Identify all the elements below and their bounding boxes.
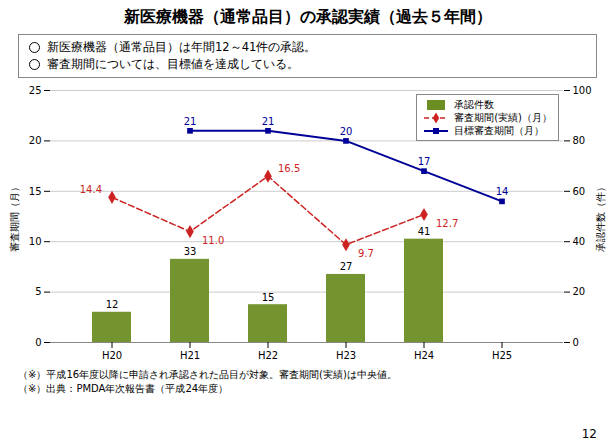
svg-text:5: 5 — [35, 286, 41, 297]
svg-text:41: 41 — [418, 226, 431, 237]
svg-text:H25: H25 — [492, 350, 512, 361]
svg-text:15: 15 — [262, 292, 275, 303]
svg-text:21: 21 — [184, 116, 197, 127]
svg-text:80: 80 — [573, 135, 586, 146]
svg-text:14: 14 — [496, 186, 509, 197]
html-text:審査期間については、目標値を達成している。: 審査期間については、目標値を達成している。 — [47, 57, 299, 71]
svg-text:11.0: 11.0 — [202, 235, 224, 246]
svg-text:20: 20 — [29, 135, 42, 146]
svg-text:25: 25 — [29, 85, 42, 96]
html-text:審査期間(実績)（月）: 審査期間(実績)（月） — [454, 112, 552, 123]
html-text:目標審査期間（月）: 目標審査期間（月） — [454, 125, 545, 136]
svg-text:60: 60 — [573, 186, 586, 197]
svg-text:H22: H22 — [258, 350, 278, 361]
svg-text:審査期間（月）: 審査期間（月） — [9, 182, 20, 252]
html-text:（※）平成16年度以降に申請され承認された品目が対象。審査期: （※）平成16年度以降に申請され承認された品目が対象。審査期間(実績)は中央値。 — [18, 369, 397, 380]
svg-text:承認件数（件）: 承認件数（件） — [595, 182, 606, 252]
svg-text:20: 20 — [340, 126, 353, 137]
svg-text:15: 15 — [29, 186, 42, 197]
svg-text:12.7: 12.7 — [436, 218, 458, 229]
svg-text:14.4: 14.4 — [80, 184, 102, 195]
svg-text:0: 0 — [35, 337, 41, 348]
svg-text:27: 27 — [340, 261, 353, 272]
svg-text:33: 33 — [184, 246, 197, 257]
svg-text:100: 100 — [573, 85, 592, 96]
svg-text:H23: H23 — [336, 350, 356, 361]
svg-text:H21: H21 — [180, 350, 200, 361]
html-text:12: 12 — [581, 427, 597, 441]
html-text:（※）出典：PMDA年次報告書（平成24年度）: （※）出典：PMDA年次報告書（平成24年度） — [18, 383, 229, 394]
html-text:新医療機器（通常品目）は年間12～41件の承認。: 新医療機器（通常品目）は年間12～41件の承認。 — [47, 40, 317, 54]
svg-text:17: 17 — [418, 156, 431, 167]
svg-text:9.7: 9.7 — [358, 248, 374, 259]
html-text:承認件数: 承認件数 — [454, 99, 495, 110]
svg-text:H20: H20 — [102, 350, 122, 361]
html-text:新医療機器（通常品目）の承認実績（過去５年間）: 新医療機器（通常品目）の承認実績（過去５年間） — [123, 7, 492, 26]
svg-text:40: 40 — [573, 236, 586, 247]
svg-text:16.5: 16.5 — [278, 163, 300, 174]
svg-text:21: 21 — [262, 116, 275, 127]
svg-text:0: 0 — [573, 337, 579, 348]
svg-text:H24: H24 — [414, 350, 434, 361]
svg-text:12: 12 — [106, 299, 119, 310]
svg-text:20: 20 — [573, 286, 586, 297]
svg-text:10: 10 — [29, 236, 42, 247]
